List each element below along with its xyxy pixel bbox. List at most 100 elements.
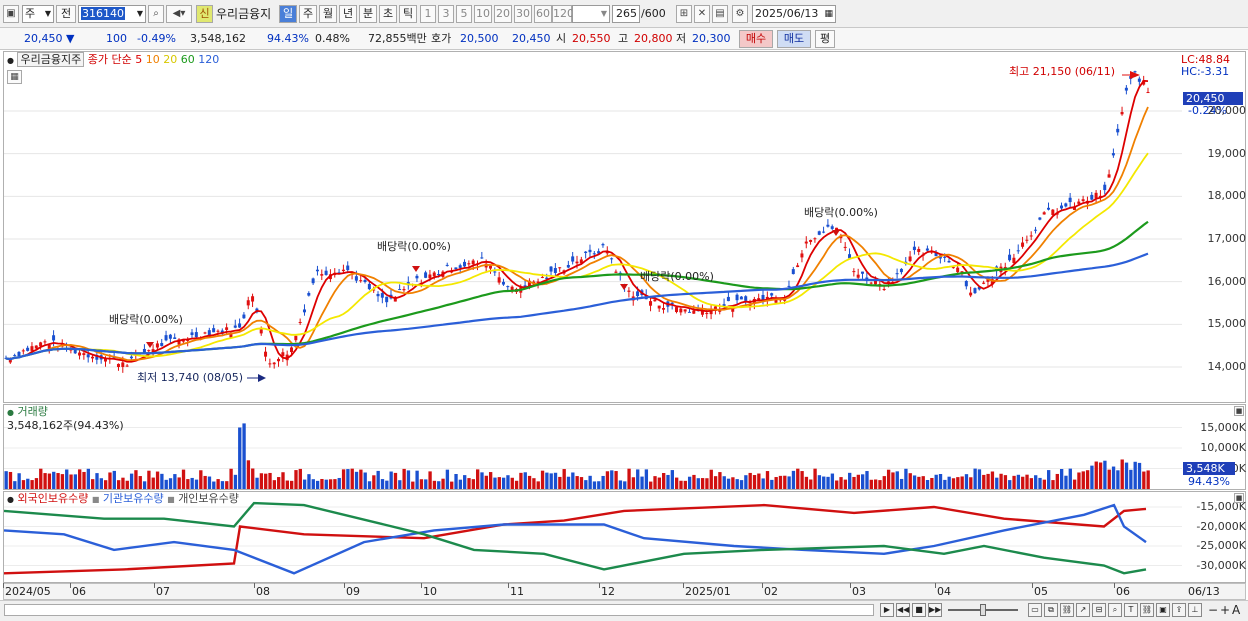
volume-bar: [346, 469, 350, 489]
tab-period-tick[interactable]: 틱: [399, 5, 417, 23]
interval-60[interactable]: 60: [534, 5, 552, 23]
interval-20[interactable]: 20: [494, 5, 512, 23]
volume-bar: [134, 470, 138, 489]
volume-bar: [129, 473, 134, 489]
volume-bar: [65, 469, 69, 489]
x-tick-mark: [599, 583, 600, 588]
interval-120[interactable]: 120: [552, 5, 574, 23]
fast-forward-icon[interactable]: ▶▶: [928, 603, 942, 617]
link-icon[interactable]: ⛓: [1060, 603, 1074, 617]
chart-link-icon[interactable]: ↗: [1076, 603, 1090, 617]
volume-bar: [943, 479, 947, 489]
volume-bar: [912, 475, 917, 489]
play-icon[interactable]: ▶: [880, 603, 894, 617]
stop-icon[interactable]: ■: [912, 603, 926, 617]
candle: [744, 296, 748, 301]
low-note: 최저 13,740 (08/05): [137, 371, 244, 384]
stock-name-label[interactable]: 우리금융지주: [17, 52, 85, 67]
volume-bar: [1042, 479, 1047, 489]
sell-button[interactable]: 매도: [777, 30, 811, 48]
layout-icon[interactable]: ▭: [1028, 603, 1042, 617]
draw-tool-icon[interactable]: ✕: [694, 5, 710, 23]
prev-button[interactable]: 전: [56, 5, 76, 23]
volume-bar: [359, 469, 363, 489]
split-icon[interactable]: ⊟: [1092, 603, 1106, 617]
search-icon[interactable]: ⌕: [148, 5, 164, 23]
volume-bar: [938, 474, 943, 489]
count-input[interactable]: 265: [612, 5, 640, 23]
save-icon[interactable]: ▤: [712, 5, 728, 23]
market-select[interactable]: 주 ▼: [22, 5, 54, 23]
chevron-down-icon[interactable]: ▼: [600, 9, 607, 18]
zoom-slider-handle[interactable]: [980, 604, 986, 616]
tab-period-week[interactable]: 주: [299, 5, 317, 23]
chevron-down-icon[interactable]: ▼: [136, 9, 143, 18]
holders-pane[interactable]: [3, 491, 1246, 583]
tab-period-minute[interactable]: 분: [359, 5, 377, 23]
candle: [973, 288, 977, 294]
gear-icon[interactable]: ⚙: [732, 5, 748, 23]
code-input[interactable]: 316140 ▼: [78, 5, 146, 23]
pin-icon[interactable]: ⊥: [1188, 603, 1202, 617]
volume-bar: [450, 481, 454, 489]
box-icon[interactable]: ▣: [1156, 603, 1170, 617]
volume-pane[interactable]: [3, 404, 1246, 490]
candle: [817, 231, 821, 235]
buy-button[interactable]: 매수: [739, 30, 773, 48]
x-tick-label: 07: [156, 585, 170, 598]
eval-button[interactable]: 평: [815, 30, 835, 48]
candle: [233, 325, 237, 328]
scrollbar-track[interactable]: [4, 604, 874, 616]
candle: [908, 256, 912, 262]
interval-3[interactable]: 3: [438, 5, 454, 23]
turnover-rate: 0.48%: [315, 32, 350, 45]
volume-bar: [259, 473, 264, 489]
rewind-icon[interactable]: ◀◀: [896, 603, 910, 617]
interval-5[interactable]: 5: [456, 5, 472, 23]
speaker-icon[interactable]: ◀▾: [166, 5, 192, 23]
candle: [700, 310, 704, 315]
search-chart-icon[interactable]: ⌕: [1108, 603, 1122, 617]
volume-bar: [216, 479, 220, 489]
unlink-icon[interactable]: ⛓: [1140, 603, 1154, 617]
tab-period-year[interactable]: 년: [339, 5, 357, 23]
interval-1[interactable]: 1: [420, 5, 436, 23]
text-icon[interactable]: T: [1124, 603, 1138, 617]
code-value: 316140: [81, 7, 125, 20]
tab-period-month[interactable]: 월: [319, 5, 337, 23]
volume-bar: [545, 472, 549, 489]
volume-bar: [1146, 470, 1150, 489]
candle: [856, 274, 860, 278]
date-input[interactable]: 2025/06/13 ▦: [752, 5, 836, 23]
window-icon[interactable]: ▣: [3, 5, 19, 23]
candle: [735, 294, 739, 301]
volume-bar: [610, 470, 614, 489]
volume-bar: [999, 473, 1003, 489]
export-icon[interactable]: ⇪: [1172, 603, 1186, 617]
high-arrow: [1130, 71, 1140, 79]
tab-period-second[interactable]: 초: [379, 5, 397, 23]
volume-bar: [13, 481, 17, 489]
holder-line-1: [4, 503, 1147, 575]
grid-icon[interactable]: ▦: [7, 70, 22, 84]
close-icon[interactable]: ■: [1234, 493, 1244, 503]
candle: [848, 254, 852, 259]
x-tick-label: 03: [852, 585, 866, 598]
volume-bar: [904, 468, 908, 489]
volume-bar: [878, 480, 882, 489]
interval-input[interactable]: ▼: [572, 5, 610, 23]
tab-period-day[interactable]: 일: [279, 5, 297, 23]
zoom-in-icon[interactable]: +: [1220, 603, 1231, 617]
volume-bar: [268, 472, 272, 489]
interval-30[interactable]: 30: [514, 5, 532, 23]
holders-chart: [4, 501, 1182, 575]
font-size-icon[interactable]: A: [1232, 603, 1241, 617]
chart-tool-icon[interactable]: ⊞: [676, 5, 692, 23]
calendar-icon[interactable]: ▦: [824, 9, 833, 19]
close-icon[interactable]: ■: [1234, 406, 1244, 416]
volume-bar: [571, 472, 575, 489]
interval-10[interactable]: 10: [474, 5, 492, 23]
zoom-out-icon[interactable]: −: [1208, 603, 1219, 617]
copy-icon[interactable]: ⧉: [1044, 603, 1058, 617]
candle: [471, 260, 475, 265]
